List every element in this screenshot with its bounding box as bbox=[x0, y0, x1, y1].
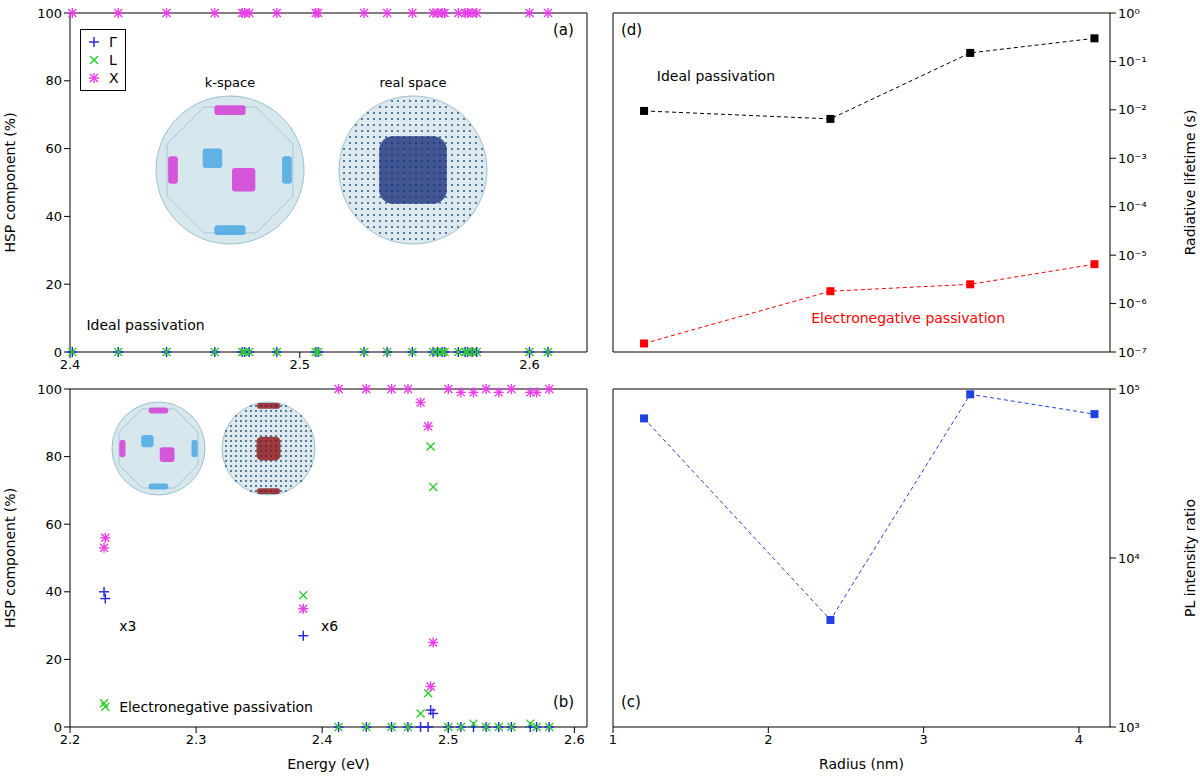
svg-text:10⁴: 10⁴ bbox=[1118, 551, 1140, 566]
html-text:L: L bbox=[109, 52, 117, 68]
html-text:(a): (a) bbox=[553, 21, 574, 39]
svg-text:100: 100 bbox=[37, 6, 62, 21]
svg-text:80: 80 bbox=[45, 73, 62, 88]
svg-text:x6: x6 bbox=[321, 618, 338, 634]
svg-text:Radiative lifetime (s): Radiative lifetime (s) bbox=[1182, 110, 1198, 256]
html-text:(c): (c) bbox=[621, 693, 641, 711]
svg-text:40: 40 bbox=[45, 584, 62, 599]
svg-text:PL intensity ratio: PL intensity ratio bbox=[1182, 499, 1198, 617]
svg-text:HSP component (%): HSP component (%) bbox=[2, 488, 18, 628]
html-text:(b): (b) bbox=[553, 693, 575, 711]
html-text:X: X bbox=[109, 70, 119, 86]
svg-text:3: 3 bbox=[919, 732, 927, 747]
svg-text:10⁻³: 10⁻³ bbox=[1118, 151, 1147, 166]
svg-text:x3: x3 bbox=[119, 618, 136, 634]
svg-text:Energy (eV): Energy (eV) bbox=[287, 756, 370, 772]
svg-text:60: 60 bbox=[45, 141, 62, 156]
svg-text:2.4: 2.4 bbox=[312, 732, 333, 747]
svg-text:Ideal passivation: Ideal passivation bbox=[86, 317, 204, 333]
svg-text:20: 20 bbox=[45, 277, 62, 292]
svg-text:2.2: 2.2 bbox=[60, 732, 81, 747]
svg-text:Electronegative passivation: Electronegative passivation bbox=[119, 699, 313, 715]
svg-text:2.4: 2.4 bbox=[60, 357, 81, 372]
svg-text:4: 4 bbox=[1075, 732, 1083, 747]
html-text:real space: real space bbox=[379, 75, 447, 90]
svg-text:HSP component (%): HSP component (%) bbox=[2, 112, 18, 252]
svg-text:10⁵: 10⁵ bbox=[1118, 382, 1140, 397]
svg-text:0: 0 bbox=[54, 720, 62, 735]
svg-text:Radius (nm): Radius (nm) bbox=[819, 756, 904, 772]
svg-text:2.3: 2.3 bbox=[186, 732, 207, 747]
svg-text:80: 80 bbox=[45, 449, 62, 464]
svg-text:10⁻⁶: 10⁻⁶ bbox=[1118, 296, 1147, 311]
svg-text:2.6: 2.6 bbox=[564, 732, 585, 747]
svg-text:10⁻⁴: 10⁻⁴ bbox=[1118, 199, 1147, 214]
svg-text:10⁰: 10⁰ bbox=[1118, 6, 1140, 21]
svg-text:10³: 10³ bbox=[1118, 720, 1140, 735]
html-text:Γ: Γ bbox=[109, 34, 117, 50]
svg-text:60: 60 bbox=[45, 517, 62, 532]
svg-text:10⁻⁵: 10⁻⁵ bbox=[1118, 248, 1147, 263]
svg-text:2: 2 bbox=[764, 732, 772, 747]
svg-text:0: 0 bbox=[54, 345, 62, 360]
svg-text:Ideal passivation: Ideal passivation bbox=[657, 68, 775, 84]
html-text:k-space: k-space bbox=[204, 75, 256, 90]
svg-text:Electronegative passivation: Electronegative passivation bbox=[811, 310, 1005, 326]
svg-text:40: 40 bbox=[45, 209, 62, 224]
svg-text:20: 20 bbox=[45, 652, 62, 667]
svg-text:100: 100 bbox=[37, 382, 62, 397]
svg-text:2.6: 2.6 bbox=[519, 357, 540, 372]
svg-text:10⁻⁷: 10⁻⁷ bbox=[1118, 345, 1147, 360]
svg-text:10⁻²: 10⁻² bbox=[1118, 102, 1147, 117]
svg-text:10⁻¹: 10⁻¹ bbox=[1118, 54, 1147, 69]
svg-text:1: 1 bbox=[609, 732, 617, 747]
svg-text:2.5: 2.5 bbox=[289, 357, 310, 372]
html-text:(d): (d) bbox=[621, 21, 643, 39]
svg-text:2.5: 2.5 bbox=[438, 732, 459, 747]
